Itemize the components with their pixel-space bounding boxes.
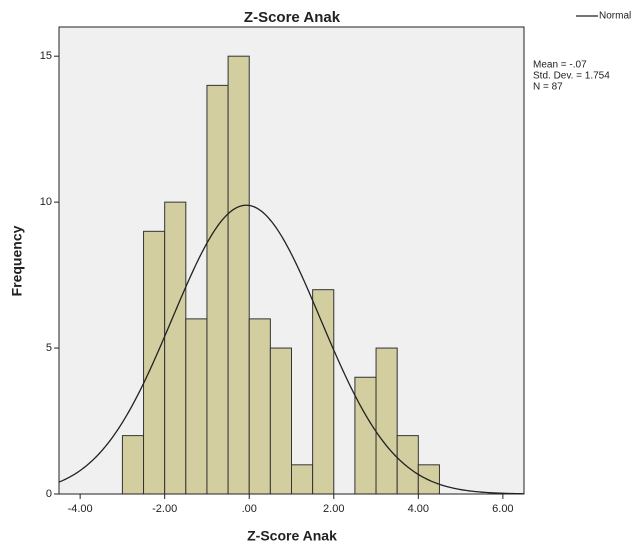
y-tick-label: 0 xyxy=(46,488,52,500)
bar xyxy=(354,376,377,495)
y-tick-label: 10 xyxy=(40,196,52,208)
x-tick-label: -4.00 xyxy=(68,503,93,515)
bar xyxy=(206,84,229,495)
bar xyxy=(164,201,187,495)
bar xyxy=(227,55,250,495)
bar xyxy=(396,435,419,495)
x-tick-label: -2.00 xyxy=(152,503,177,515)
bar xyxy=(143,230,166,495)
x-tick-label: .00 xyxy=(242,503,257,515)
stat-text: Mean = -.07 xyxy=(533,60,587,71)
x-tick-label: 6.00 xyxy=(492,503,513,515)
y-tick-label: 15 xyxy=(40,50,52,62)
bar xyxy=(375,347,398,495)
bar xyxy=(185,318,208,495)
normal-curve xyxy=(58,204,525,495)
stat-text: N = 87 xyxy=(533,82,563,93)
bar xyxy=(312,289,335,495)
x-tick-label: 2.00 xyxy=(323,503,344,515)
stat-text: Std. Dev. = 1.754 xyxy=(533,71,610,82)
bar xyxy=(248,318,271,495)
x-tick-label: 4.00 xyxy=(408,503,429,515)
legend-label: Normal xyxy=(599,11,631,22)
y-axis-label: Frequency xyxy=(9,225,25,296)
y-tick-label: 5 xyxy=(46,342,52,354)
bar xyxy=(269,347,293,495)
plot-border xyxy=(58,26,525,495)
x-axis-label: Z-Score Anak xyxy=(247,528,337,544)
bar xyxy=(291,464,314,495)
bar xyxy=(121,435,145,495)
chart-title: Z-Score Anak xyxy=(244,9,341,26)
